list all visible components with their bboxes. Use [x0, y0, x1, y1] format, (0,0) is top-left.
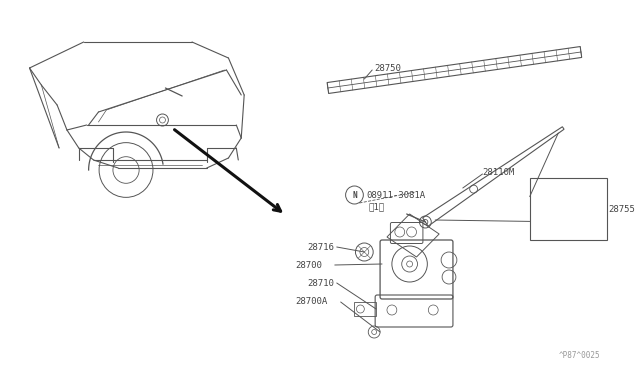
Bar — [530, 178, 607, 240]
Text: ^P87^0025: ^P87^0025 — [559, 350, 600, 359]
Text: 28755: 28755 — [609, 205, 636, 214]
Text: 28110M: 28110M — [483, 167, 515, 176]
Text: 08911-3081A: 08911-3081A — [366, 190, 426, 199]
Text: 28710: 28710 — [307, 279, 334, 288]
Text: （1）: （1） — [368, 202, 385, 212]
Text: 28700A: 28700A — [296, 298, 328, 307]
Bar — [355, 302, 376, 316]
Text: 28750: 28750 — [374, 64, 401, 73]
Text: 28700: 28700 — [296, 260, 323, 269]
Text: N: N — [352, 190, 356, 199]
Text: 28716: 28716 — [307, 243, 334, 251]
